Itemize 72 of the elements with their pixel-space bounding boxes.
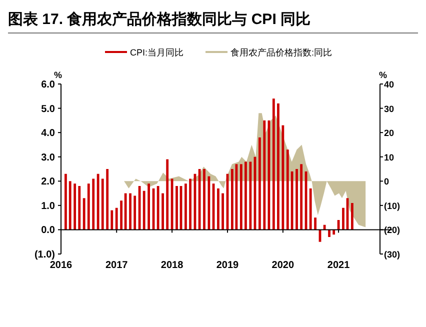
bar [162,193,164,230]
bar [176,186,178,230]
y-tick-label: (1.0) [34,250,55,260]
bar [230,169,234,230]
y-tick-label: 4.0 [41,128,56,140]
bar [328,230,330,237]
bar [300,164,303,230]
bar [78,186,81,230]
bar [120,200,123,230]
y2-tick-label: 20 [384,128,394,138]
bar [342,208,344,230]
bar [240,164,242,230]
y-tick-label: 6.0 [41,80,56,90]
y-tick-label: 3.0 [41,152,56,164]
bar [286,150,289,230]
bar [332,230,336,235]
x-tick-label: 2019 [216,260,240,271]
y2-tick-label: 0 [384,176,390,187]
x-tick-label: 2018 [160,260,184,271]
bar [106,169,109,230]
y2-axis-title: % [378,70,388,80]
legend-label: 食用农产品价格指数:同比 [230,48,332,58]
bar [277,103,280,230]
y2-tick-label: (20) [384,225,400,236]
bar [263,120,266,230]
bar [101,178,104,230]
bar [92,178,95,230]
bar [134,196,136,230]
bar [82,198,86,230]
bar [296,169,298,230]
bar [96,174,100,230]
y2-tick-label: (10) [384,200,400,211]
bar [148,184,150,230]
y2-tick-label: 40 [384,80,394,90]
x-tick-label: 2017 [105,260,128,271]
y-tick-label: 2.0 [41,176,56,188]
bar [258,137,261,230]
bar [142,190,146,230]
bar [309,188,312,230]
bar [314,218,316,230]
bar [282,125,284,230]
bar [110,210,114,230]
bar [68,181,72,230]
bar [189,178,192,230]
bar [129,193,132,230]
bar [217,188,220,230]
y-axis-title: % [54,70,62,80]
bar [351,203,354,230]
bar [222,193,224,230]
bar [87,184,90,230]
y-tick-label: 1.0 [41,200,56,212]
chart-title: 图表 17. 食用农产品价格指数同比与 CPI 同比 [8,11,311,28]
y2-tick-label: 10 [384,152,394,162]
x-tick-label: 2021 [327,260,350,271]
bar [184,184,187,230]
bar [74,184,76,230]
bar [64,174,67,230]
bar [115,208,118,230]
bar [124,193,127,230]
bar [244,162,247,230]
y-tick-label: 5.0 [41,104,56,115]
x-tick-label: 2020 [272,260,294,271]
legend-label: CPI:当月同比 [130,48,184,58]
bar [272,98,275,230]
bar [166,159,169,230]
y2-tick-label: (30) [384,250,400,260]
bar [203,169,206,230]
x-tick-label: 2016 [50,260,73,271]
y-tick-label: 0.0 [41,225,56,236]
bar [156,186,160,230]
y2-tick-label: 30 [384,104,394,114]
bar [249,162,252,230]
